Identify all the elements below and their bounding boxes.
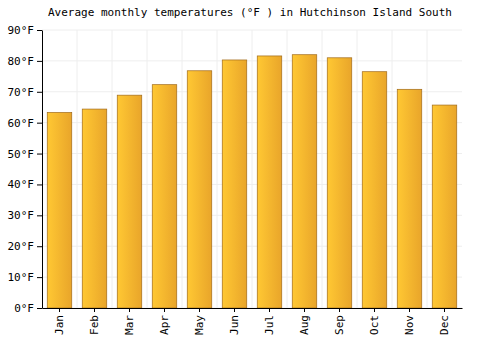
title: Average monthly temperatures (°F ) in Hu… <box>48 6 452 19</box>
tick-label: Dec <box>438 315 451 335</box>
tick-label: Mar <box>123 315 136 335</box>
tick-label: 90°F <box>8 24 35 37</box>
tick-label: 50°F <box>8 148 35 161</box>
tick-mark <box>444 308 445 312</box>
bar <box>257 56 282 308</box>
tick-label: Nov <box>403 315 416 335</box>
bar <box>47 112 72 308</box>
tick-mark <box>164 308 165 312</box>
tick-label: 0°F <box>14 302 34 315</box>
tick-label: 30°F <box>8 209 35 222</box>
tick: 40°F <box>8 178 43 191</box>
bar <box>82 109 107 308</box>
tick-mark <box>37 30 42 31</box>
grid-line <box>147 30 148 308</box>
grid-line <box>322 30 323 308</box>
tick-mark <box>37 277 42 278</box>
tick-label: 40°F <box>8 178 35 191</box>
tick-mark <box>37 61 42 62</box>
tick-mark <box>37 123 42 124</box>
tick: 60°F <box>8 117 43 130</box>
tick-mark <box>339 308 340 312</box>
tick: Sep <box>333 308 346 335</box>
tick-mark <box>409 308 410 312</box>
tick: 80°F <box>8 55 43 68</box>
grid-line <box>392 30 393 308</box>
tick-mark <box>59 308 60 312</box>
tick-mark <box>234 308 235 312</box>
grid-line <box>252 30 253 308</box>
tick: 10°F <box>8 271 43 284</box>
tick-label: Oct <box>368 315 381 335</box>
axis-line <box>42 31 43 309</box>
bar <box>362 72 387 308</box>
tick: Mar <box>123 308 136 335</box>
tick: 20°F <box>8 240 43 253</box>
tick: May <box>193 308 206 335</box>
tick: Jan <box>53 308 66 335</box>
bar <box>152 85 177 308</box>
plot: 0°F 10°F 20°F 30°F 40°F 50°F 60°F 70°F 80°F 90°F J… <box>8 24 463 335</box>
tick: Apr <box>158 308 171 335</box>
tick-label: Jun <box>228 315 241 335</box>
grid-line <box>287 30 288 308</box>
tick-mark <box>37 154 42 155</box>
tick-mark <box>94 308 95 312</box>
tick: Jul <box>263 308 276 335</box>
bar <box>397 89 422 308</box>
axis-line <box>43 308 463 309</box>
bar <box>222 60 247 308</box>
tick-label: 80°F <box>8 55 35 68</box>
bars <box>47 55 457 308</box>
tick-label: Jul <box>263 315 276 335</box>
tick-mark <box>37 246 42 247</box>
tick-label: 10°F <box>8 271 35 284</box>
tick-label: Feb <box>88 315 101 335</box>
grid-line <box>112 30 113 308</box>
tick: 50°F <box>8 148 43 161</box>
tick-label: Aug <box>298 315 311 335</box>
tick: Nov <box>403 308 416 335</box>
tick-mark <box>37 308 42 309</box>
bar <box>292 55 317 308</box>
tick-mark <box>129 308 130 312</box>
y-axis: 0°F 10°F 20°F 30°F 40°F 50°F 60°F 70°F 80°F 90°F <box>8 24 43 315</box>
tick-label: Apr <box>158 315 171 335</box>
tick: 70°F <box>8 86 43 99</box>
tick: 30°F <box>8 209 43 222</box>
tick-mark <box>269 308 270 312</box>
tick-label: Sep <box>333 315 346 335</box>
tick: Oct <box>368 308 381 335</box>
tick-label: Jan <box>53 315 66 335</box>
tick: 90°F <box>8 24 43 37</box>
tick-label: 20°F <box>8 240 35 253</box>
bar <box>117 95 142 308</box>
tick-label: May <box>193 315 206 335</box>
grid-line <box>217 30 218 308</box>
tick: Feb <box>88 308 101 335</box>
tick-mark <box>374 308 375 312</box>
chart: Average monthly temperatures (°F ) in Hu… <box>0 0 500 350</box>
bar <box>432 105 457 308</box>
tick: Dec <box>438 308 451 335</box>
grid-line <box>77 30 78 308</box>
tick-mark <box>199 308 200 312</box>
grid-line <box>182 30 183 308</box>
grid <box>42 30 462 308</box>
tick-label: 70°F <box>8 86 35 99</box>
tick-mark <box>37 92 42 93</box>
tick-mark <box>304 308 305 312</box>
x-axis: Jan Feb Mar Apr May Jun Jul Aug Sep Oct Nov Dec <box>43 308 463 335</box>
tick: Jun <box>228 308 241 335</box>
grid-line <box>427 30 428 308</box>
tick: 0°F <box>14 302 42 315</box>
tick: Aug <box>298 308 311 335</box>
grid-line <box>357 30 358 308</box>
tick-label: 60°F <box>8 117 35 130</box>
bar <box>327 58 352 308</box>
tick-mark <box>37 184 42 185</box>
tick-mark <box>37 215 42 216</box>
bar <box>187 71 212 308</box>
